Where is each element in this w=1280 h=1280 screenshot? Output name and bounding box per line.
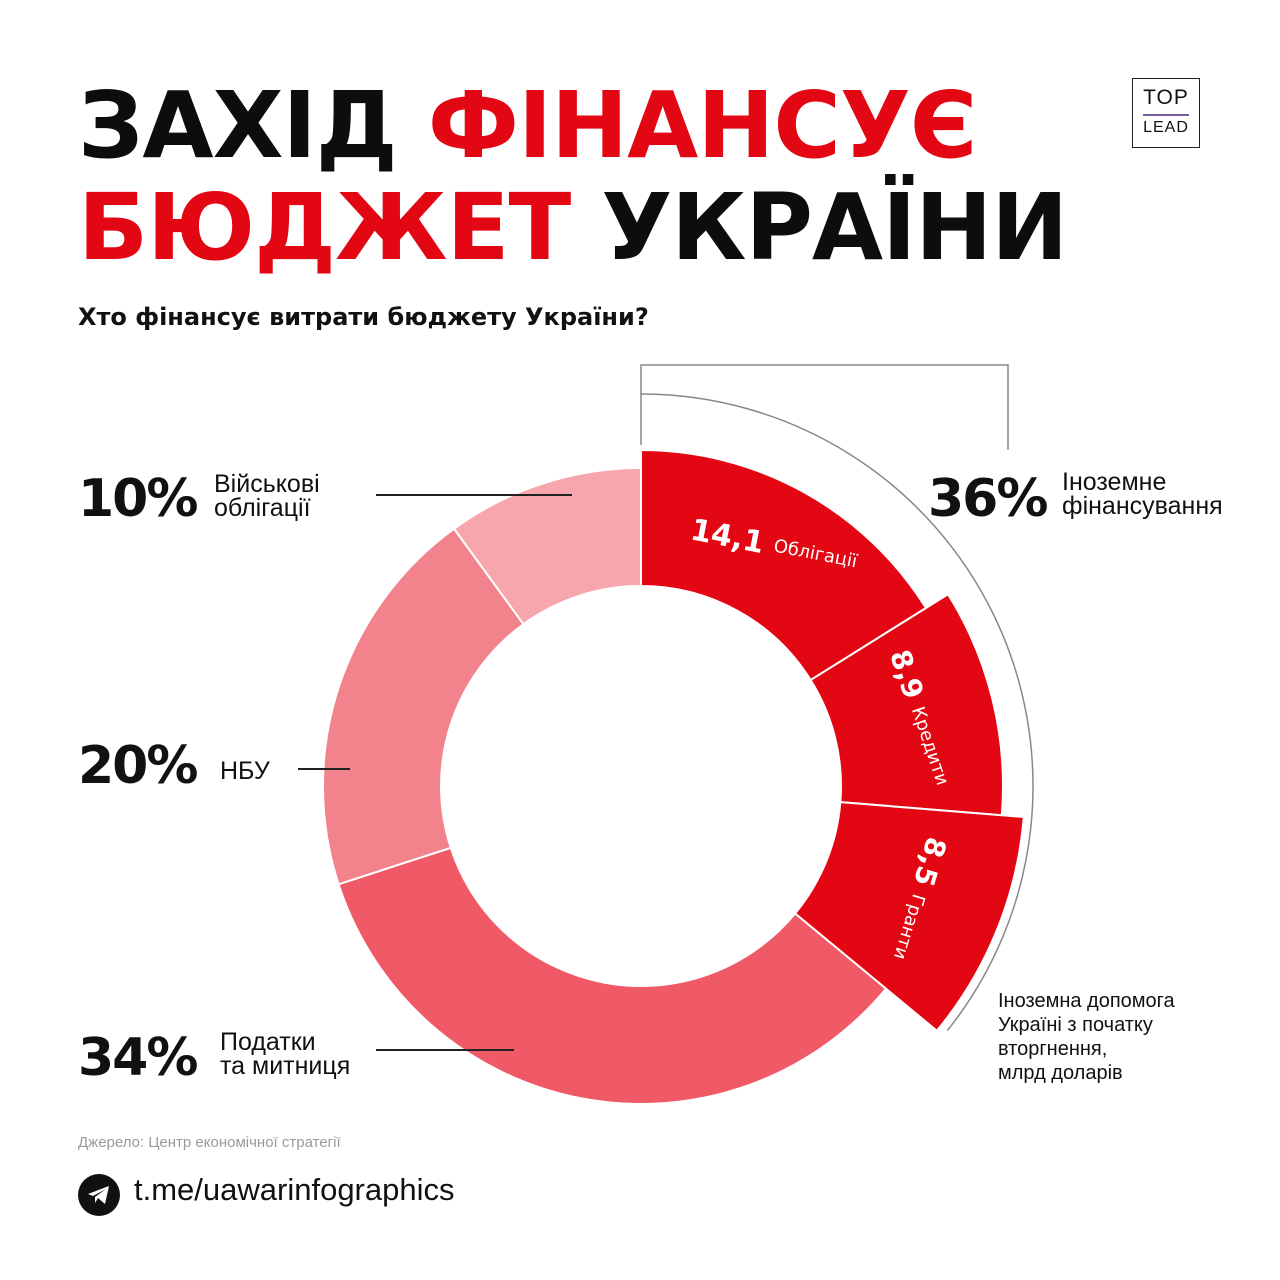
note-line-1: Іноземна допомога <box>998 990 1175 1012</box>
slice-military-bonds <box>452 466 642 626</box>
logo-bottom-text: LEAD <box>1143 119 1189 136</box>
note-line-4: млрд доларів <box>998 1062 1123 1084</box>
title-word-zakhid: ЗАХІД <box>78 72 398 179</box>
nbu-label: НБУ <box>220 757 270 785</box>
donut-slices <box>322 448 1025 1105</box>
title-word-ukrainy: УКРАЇНИ <box>601 174 1068 281</box>
telegram-link[interactable]: t.me/uawarinfographics <box>134 1172 455 1207</box>
military-bonds-label-line-2: облігації <box>214 494 311 522</box>
slice-taxes <box>337 846 888 1105</box>
military-bonds-label: Військові облігації <box>214 470 320 522</box>
source-note: Джерело: Центр економічної стратегії <box>78 1134 341 1151</box>
foreign-label: Іноземне фінансування <box>1062 468 1223 520</box>
chart-subtitle: Хто фінансує витрати бюджету України? <box>78 303 649 331</box>
military-bonds-percent: 10% <box>78 469 198 529</box>
foreign-label-line-1: Іноземне <box>1062 468 1167 496</box>
title-word-finansuie: ФІНАНСУЄ <box>427 72 978 179</box>
nbu-percent: 20% <box>78 736 198 796</box>
foreign-aid-note: Іноземна допомога Україні з початку втор… <box>998 989 1238 1085</box>
title-line-1: ЗАХІД ФІНАНСУЄ <box>78 80 977 172</box>
slice-foreign-bonds <box>640 448 928 682</box>
taxes-label-line-1: Податки <box>220 1028 316 1056</box>
foreign-outer-arc <box>640 393 1034 1032</box>
taxes-leader-line <box>376 1049 514 1051</box>
toplead-logo: TOP LEAD <box>1132 78 1200 148</box>
military-bonds-leader-line <box>376 494 572 496</box>
note-line-2: Україні з початку <box>998 1014 1153 1036</box>
title-word-biudzhet: БЮДЖЕТ <box>78 174 571 281</box>
slice-foreign-grants <box>793 801 1025 1033</box>
taxes-label: Податки та митниця <box>220 1028 351 1080</box>
title-line-2: БЮДЖЕТ УКРАЇНИ <box>78 182 1068 274</box>
taxes-label-line-2: та митниця <box>220 1052 351 1080</box>
note-line-3: вторгнення, <box>998 1038 1108 1060</box>
nbu-leader-line <box>298 768 350 770</box>
foreign-label-line-2: фінансування <box>1062 492 1223 520</box>
slice-nbu <box>322 527 525 886</box>
telegram-icon[interactable] <box>78 1174 120 1216</box>
military-bonds-label-line-1: Військові <box>214 470 320 498</box>
foreign-percent: 36% <box>928 469 1048 529</box>
logo-divider <box>1143 114 1189 116</box>
logo-top-text: TOP <box>1143 86 1189 109</box>
taxes-percent: 34% <box>78 1028 198 1088</box>
foreign-bracket <box>640 364 1009 450</box>
